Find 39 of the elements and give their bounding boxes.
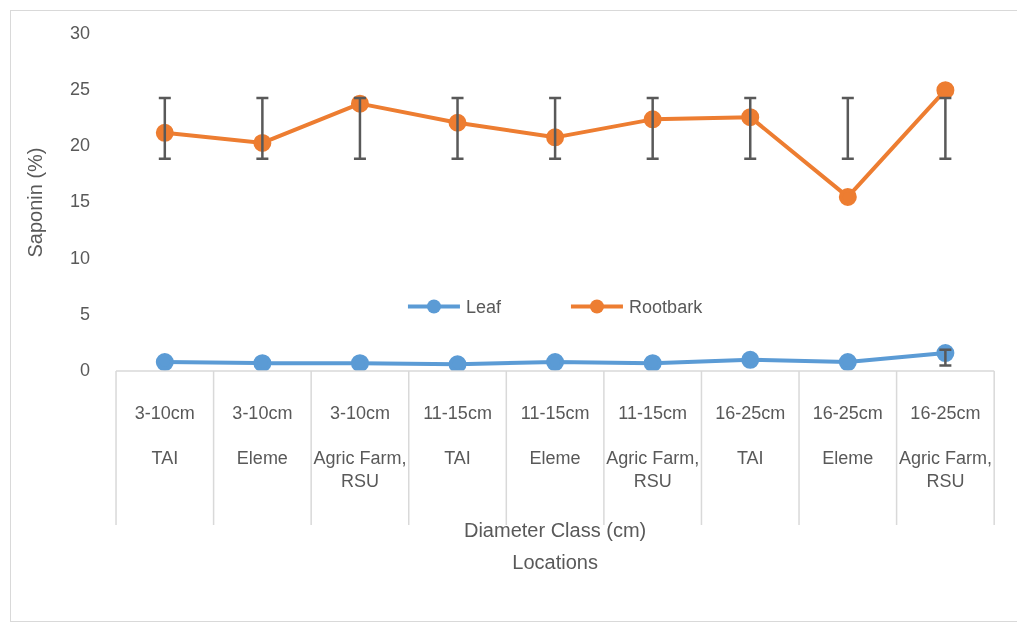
- x-tick-label: 16-25cm: [715, 403, 786, 424]
- x-tick-label: 16-25cm: [910, 403, 981, 424]
- text: Eleme: [822, 448, 874, 469]
- y-axis-title: Saponin (%): [23, 147, 46, 258]
- text: Diameter Class (cm): [463, 518, 647, 541]
- legend-label: Rootbark: [629, 296, 703, 318]
- x-tick-label: 16-25cm: [812, 403, 883, 424]
- point: [448, 355, 467, 371]
- point: [155, 353, 174, 371]
- x-tick-label: 3-10cm: [232, 403, 293, 424]
- point: [643, 354, 662, 371]
- point: [253, 354, 272, 371]
- y-tick-label: 10: [69, 247, 91, 268]
- x-tick-label: 11-15cm: [618, 403, 688, 424]
- point: [741, 350, 760, 369]
- point: [350, 354, 369, 371]
- text: Eleme: [236, 448, 288, 469]
- point: [838, 353, 857, 371]
- text: Locations: [512, 550, 598, 573]
- text: TAI: [444, 448, 471, 469]
- x-tick-label: 3-10cm: [134, 403, 195, 424]
- text: TAI: [736, 448, 764, 469]
- point: [546, 353, 565, 371]
- point: [838, 187, 857, 206]
- text: Eleme: [529, 448, 581, 469]
- y-tick-label: 20: [69, 135, 91, 156]
- x-tick-label: 3-10cm: [329, 403, 390, 424]
- y-tick-label: 25: [69, 79, 91, 100]
- y-tick-label: 5: [80, 303, 91, 324]
- text: Agric Farm, RSU: [898, 448, 992, 491]
- text: Agric Farm, RSU: [606, 448, 700, 491]
- text: TAI: [151, 448, 179, 469]
- y-tick-label: 15: [69, 191, 91, 212]
- x-tick-label: 11-15cm: [423, 403, 492, 424]
- text: Agric Farm, RSU: [313, 448, 407, 491]
- y-tick-label: 30: [69, 22, 91, 43]
- y-tick-label: 0: [80, 359, 91, 380]
- legend-label: Leaf: [466, 296, 502, 318]
- x-tick-label: 11-15cm: [520, 403, 590, 424]
